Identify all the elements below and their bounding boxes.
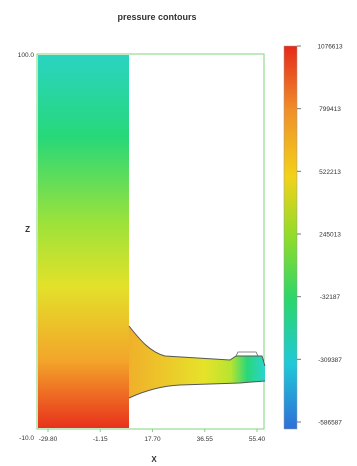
colorbar-tick-label: 1076613 — [317, 44, 343, 51]
x-tick-label: -29.80 — [39, 436, 58, 443]
chamber-region — [38, 55, 129, 428]
nozzle-region — [129, 326, 265, 398]
x-tick-label: 36.55 — [197, 436, 214, 443]
colorbar-tick-label: 245013 — [319, 232, 341, 239]
y-tick-top: 100.0 — [18, 52, 35, 59]
colorbar-tick-label: 522213 — [319, 169, 341, 176]
colorbar-tick-label: -586587 — [318, 420, 342, 427]
nozzle-upper-wall — [128, 325, 266, 367]
plot-frame — [36, 53, 265, 430]
x-axis-label: X — [151, 455, 157, 464]
colorbar-tick-label: -32187 — [320, 294, 341, 301]
x-tick-label: 55.40 — [249, 436, 266, 443]
x-ticks: -29.80 -1.15 17.70 36.55 55.40 — [39, 429, 266, 443]
nozzle-lower-wall — [128, 380, 266, 399]
colorbar-tick-label: -309387 — [318, 357, 342, 364]
colorbar-ticks: 1076613 799413 522213 245013 -32187 -309387 -5… — [297, 44, 343, 427]
colorbar-tick-label: 799413 — [319, 106, 341, 113]
y-tick-bottom: -10.0 — [19, 435, 34, 442]
chart-title: pressure contours — [117, 12, 196, 22]
x-tick-label: -1.15 — [93, 436, 108, 443]
y-axis-label: Z — [25, 225, 30, 234]
nozzle-lip — [235, 351, 259, 357]
colorbar — [283, 45, 298, 430]
x-tick-label: 17.70 — [144, 436, 161, 443]
